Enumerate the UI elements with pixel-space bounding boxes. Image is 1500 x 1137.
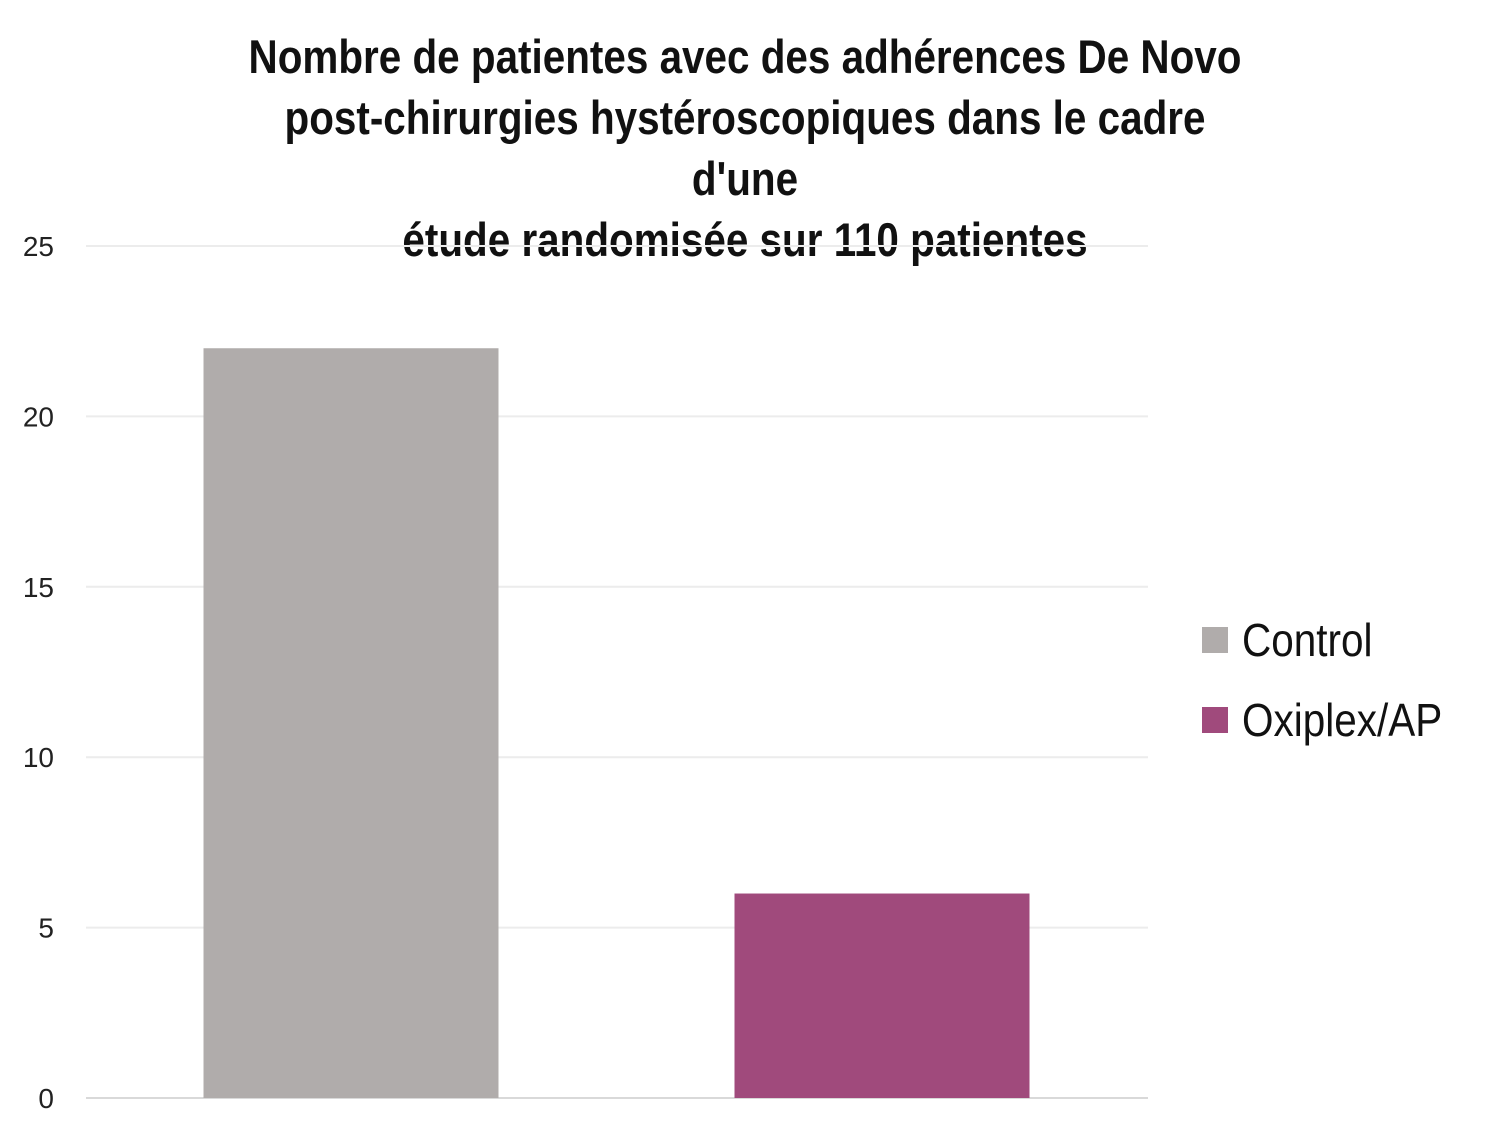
chart-title-line-1: Nombre de patientes avec des adhérences … <box>248 30 1242 83</box>
legend-item-oxiplex: Oxiplex/AP <box>1202 680 1470 760</box>
y-tick-label-10: 10 <box>23 742 54 773</box>
legend-swatch-control <box>1202 627 1228 653</box>
chart-title-line-2: post-chirurgies hystéroscopiques dans le… <box>284 91 1206 205</box>
y-tick-label-15: 15 <box>23 572 54 603</box>
legend-label-oxiplex: Oxiplex/AP <box>1242 694 1443 746</box>
legend-item-control: Control <box>1202 600 1470 680</box>
bar-control <box>203 348 499 1098</box>
legend-swatch-oxiplex <box>1202 707 1228 733</box>
y-tick-label-25: 25 <box>23 231 54 262</box>
chart-title: Nombre de patientes avec des adhérences … <box>233 26 1256 270</box>
y-tick-label-5: 5 <box>38 913 54 944</box>
y-tick-label-0: 0 <box>38 1083 54 1114</box>
legend: Control Oxiplex/AP <box>1202 600 1470 760</box>
bar-oxiplex-ap <box>734 893 1030 1098</box>
chart-title-line-3: étude randomisée sur 110 patientes <box>402 213 1088 266</box>
y-tick-label-20: 20 <box>23 401 54 432</box>
legend-label-control: Control <box>1242 614 1373 666</box>
